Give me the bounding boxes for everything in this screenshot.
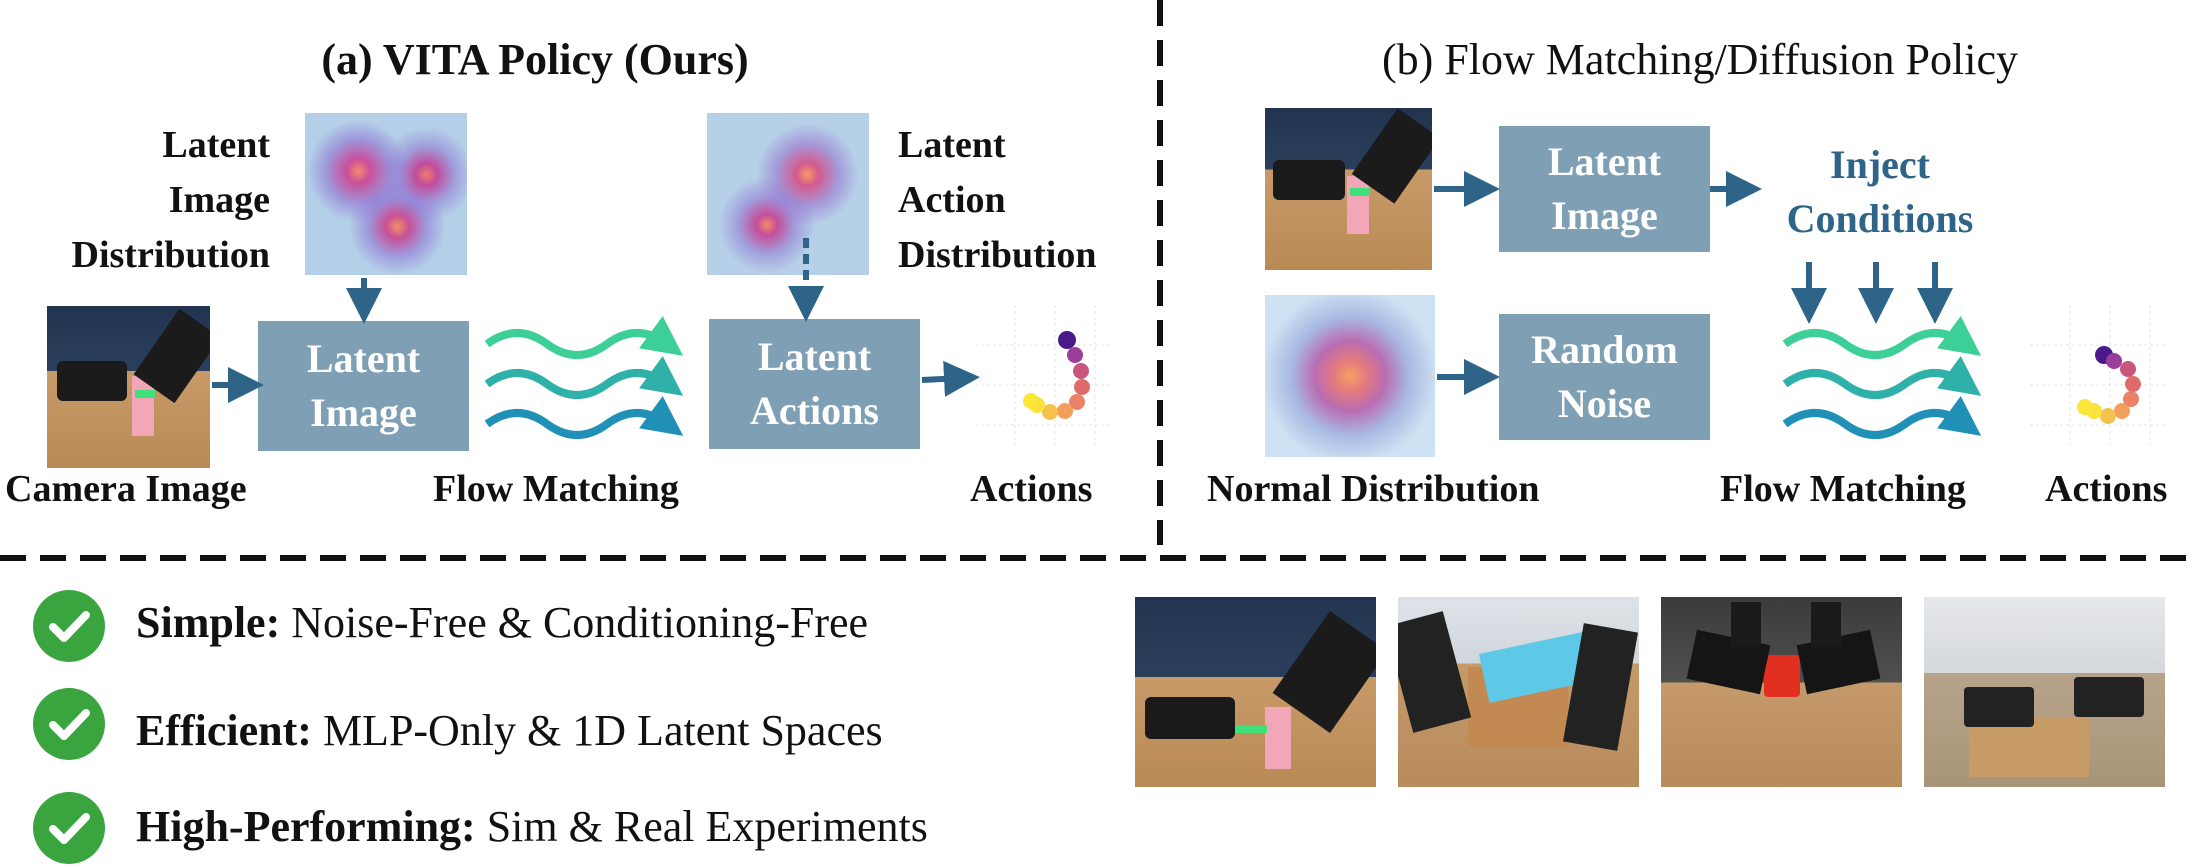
feature-efficient: Efficient: MLP-Only & 1D Latent Spaces (136, 706, 883, 755)
camera-image-b (1265, 108, 1432, 270)
actions-plot-b (2030, 305, 2165, 445)
random-noise-box: Random Noise (1499, 314, 1710, 440)
flow-matching-label-b: Flow Matching (1720, 468, 1966, 510)
latent-image-box-b: Latent Image (1499, 126, 1710, 252)
task-photo-2 (1398, 597, 1639, 787)
check-icon (33, 792, 105, 864)
task-photo-4 (1924, 597, 2165, 787)
latent-image-heatmap (305, 113, 467, 275)
camera-image-label: Camera Image (5, 468, 247, 510)
check-icon (33, 688, 105, 760)
normal-distribution-heatmap (1265, 295, 1435, 457)
latent-actions-box: Latent Actions (709, 319, 920, 449)
normal-distribution-label: Normal Distribution (1207, 468, 1540, 510)
latent-action-distribution-label: Latent Action Distribution (898, 124, 1097, 276)
flow-matching-label-a: Flow Matching (433, 468, 679, 510)
latent-image-distribution-label: Latent Image Distribution (71, 124, 270, 276)
latent-action-heatmap (707, 113, 869, 275)
feature-high-performing: High-Performing: Sim & Real Experiments (136, 802, 928, 851)
actions-plot-a (975, 305, 1110, 445)
feature-simple: Simple: Noise-Free & Conditioning-Free (136, 598, 869, 647)
check-icon (33, 590, 105, 662)
camera-image-a (47, 306, 210, 468)
panel-a-title: (a) VITA Policy (Ours) (321, 35, 749, 84)
task-photo-1 (1135, 597, 1376, 787)
latent-image-box-a: Latent Image (258, 321, 469, 451)
actions-label-b: Actions (2045, 468, 2168, 510)
panel-b-title: (b) Flow Matching/Diffusion Policy (1382, 35, 2018, 84)
task-photo-3 (1661, 597, 1902, 787)
actions-label-a: Actions (970, 468, 1093, 510)
inject-conditions-label: Inject Conditions (1786, 142, 1974, 241)
